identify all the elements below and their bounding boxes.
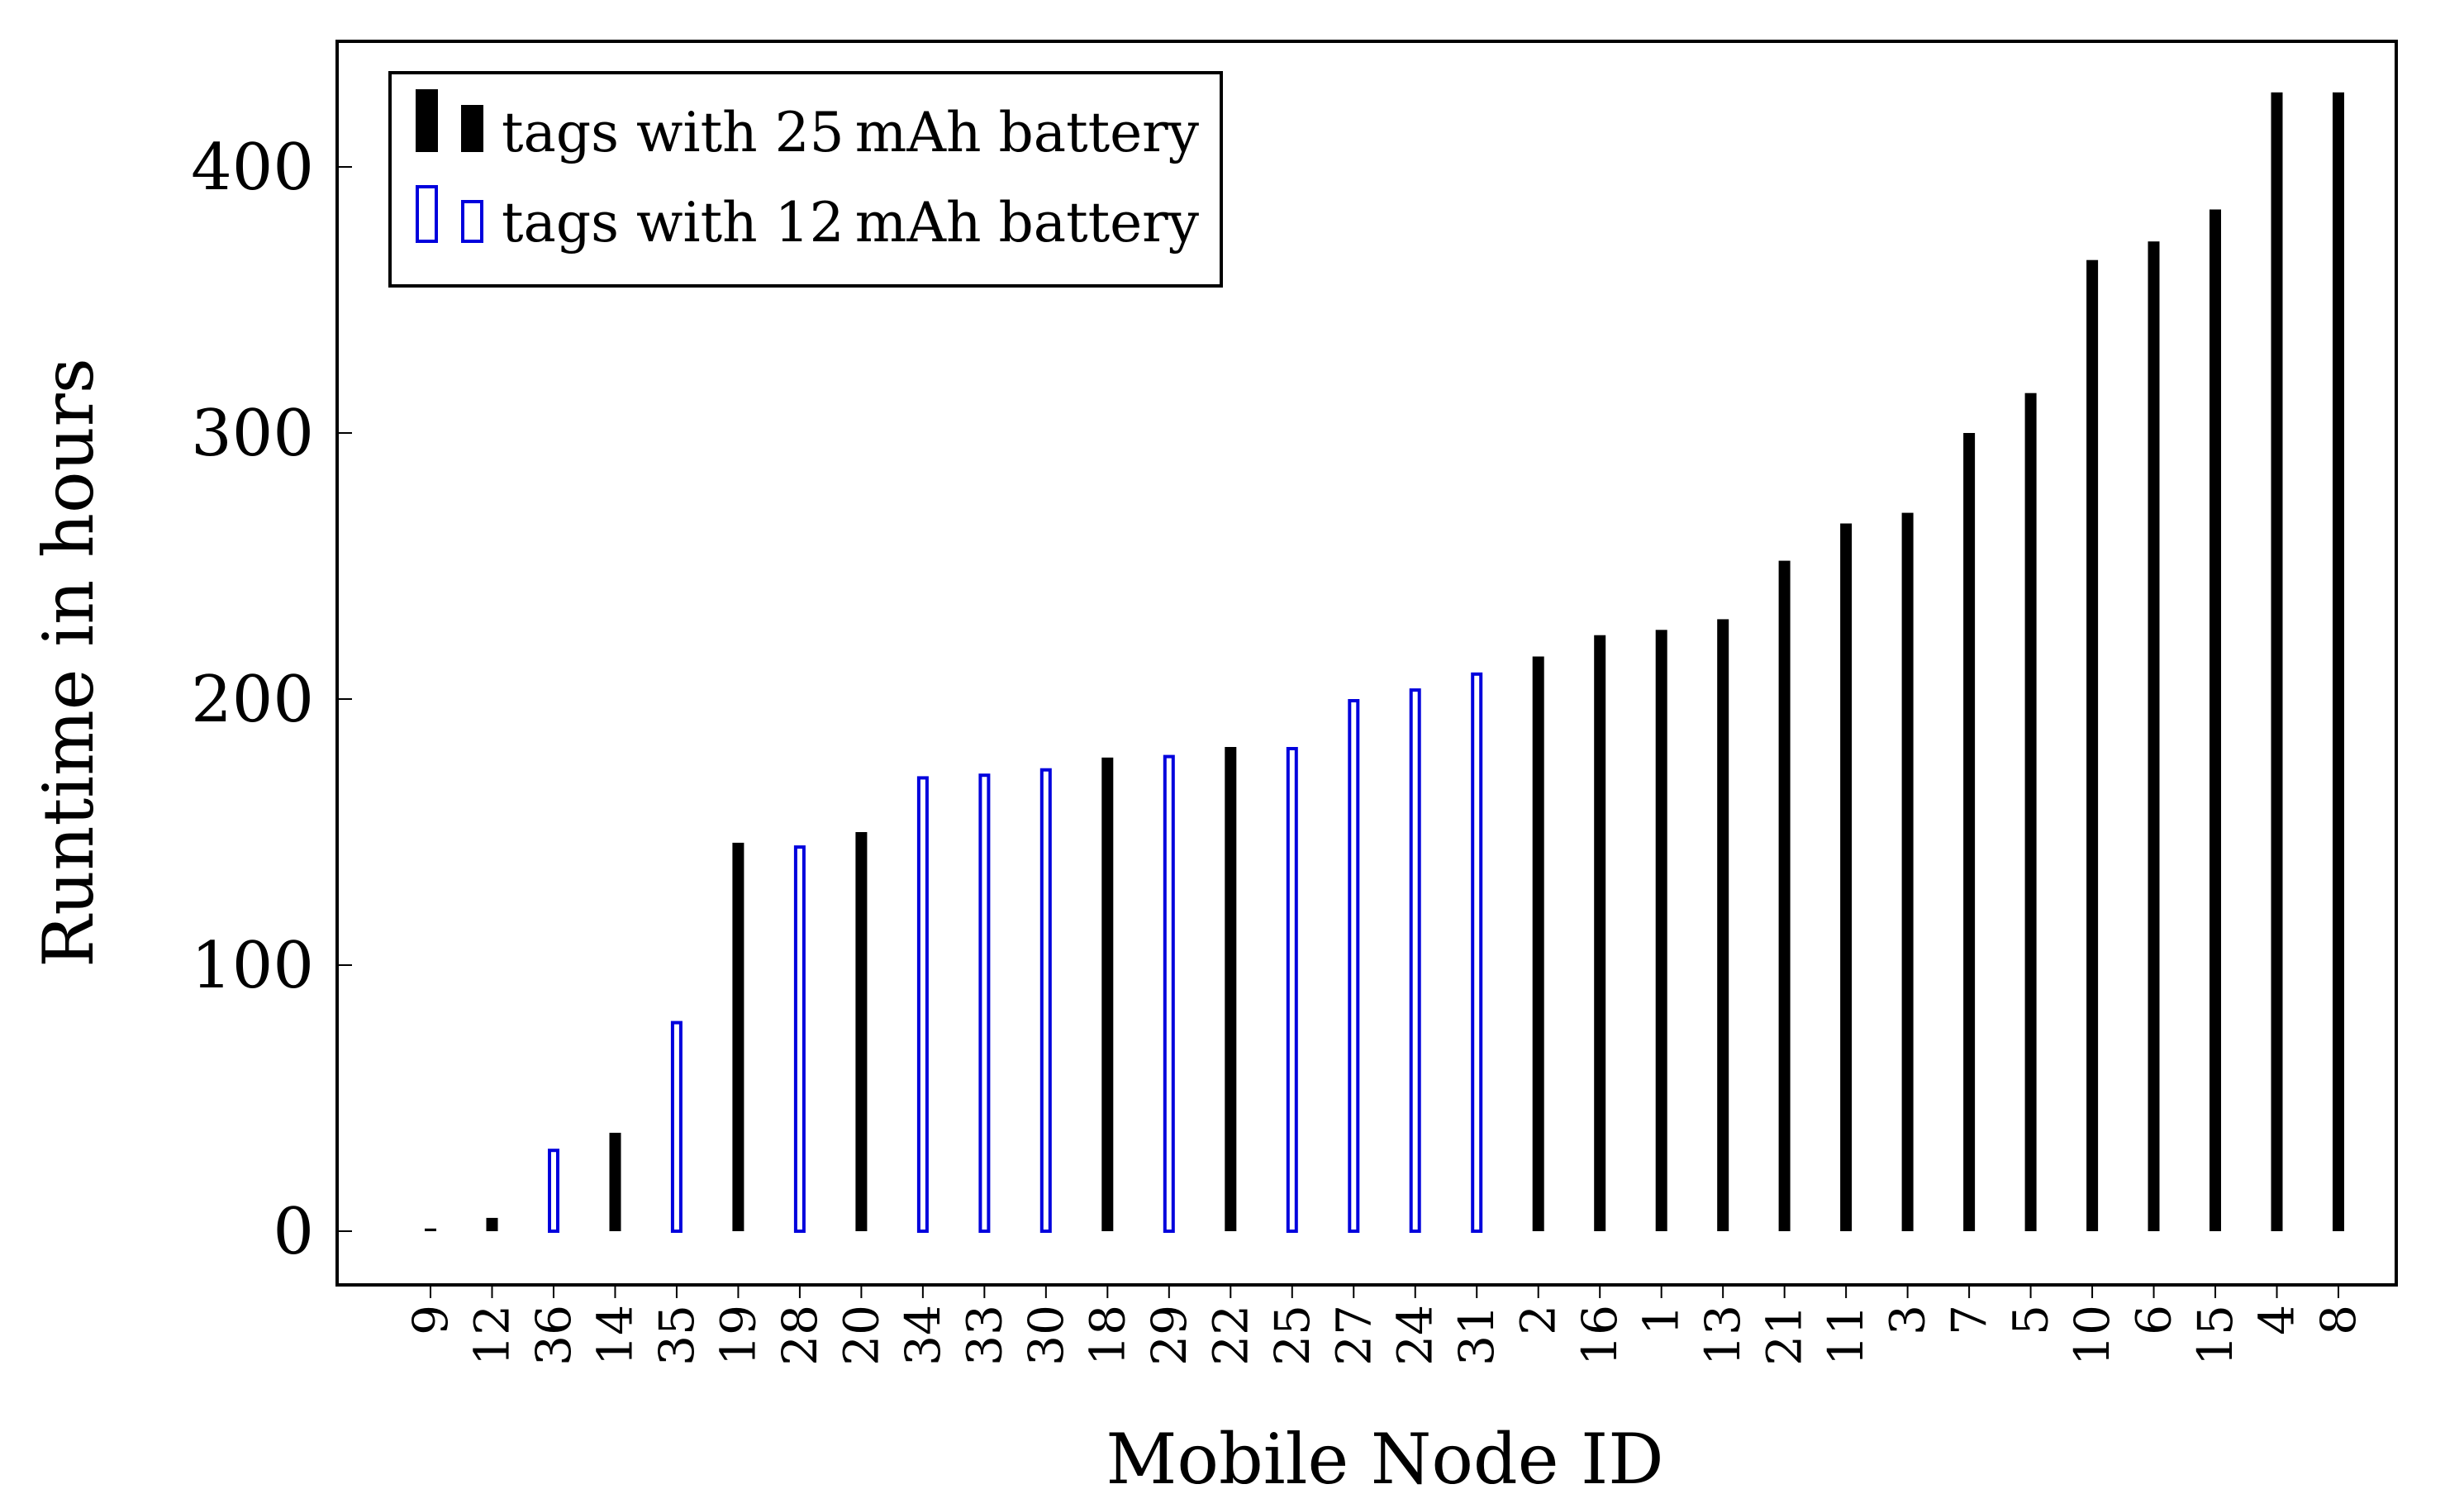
bar-node-2 [1532,656,1544,1231]
y-tick-label: 100 [191,929,314,1003]
bar-node-7 [1963,433,1976,1231]
legend-box [388,71,1223,288]
bar-node-3 [1901,512,1914,1231]
x-tick-label: 9 [402,1305,459,1335]
y-tick-label: 300 [191,397,314,471]
x-tick-label: 18 [1079,1305,1135,1366]
x-tick-label: 6 [2126,1305,2182,1335]
legend-label-12mah: tags with 12 mAh battery [502,191,1200,255]
bar-node-5 [2024,392,2037,1231]
bar-node-25 [1286,747,1298,1233]
y-tick-label: 400 [191,131,314,205]
x-tick-label: 28 [772,1305,828,1366]
x-tick-label: 1 [1634,1305,1690,1335]
bar-node-30 [1039,768,1052,1233]
bar-node-8 [2333,92,2344,1231]
y-axis-label: Runtime in hours [28,358,109,968]
x-tick-label: 2 [1510,1305,1567,1335]
x-tick-label: 25 [1264,1305,1320,1366]
bar-node-14 [609,1132,621,1231]
bar-node-33 [978,773,991,1233]
bar-node-16 [1594,635,1606,1231]
x-tick-label: 15 [2187,1305,2243,1366]
bar-node-1 [1655,630,1667,1231]
x-tick-label: 30 [1018,1305,1074,1366]
x-tick-label: 36 [526,1305,582,1366]
bars-group [425,92,2344,1233]
bar-node-13 [1717,619,1729,1231]
bar-node-4 [2271,92,2283,1231]
bar-node-20 [855,832,868,1231]
x-tick-label: 13 [1695,1305,1751,1366]
x-axis-label: Mobile Node ID [1106,1419,1663,1500]
x-tick-label: 31 [1448,1305,1505,1366]
x-tick-label: 35 [649,1305,705,1366]
legend-label-25mah: tags with 25 mAh battery [502,101,1200,164]
bar-node-12 [486,1217,498,1231]
bar-node-19 [732,842,744,1231]
x-tick-label: 19 [710,1305,766,1366]
legend-swatch-12mah-b [461,200,483,243]
bar-node-24 [1409,688,1421,1233]
x-tick-label: 21 [1757,1305,1813,1366]
legend: tags with 25 mAh battery tags with 12 mA… [388,71,1223,288]
x-tick-label: 27 [1325,1305,1382,1366]
x-tick-label: 5 [2003,1305,2059,1335]
x-tick-label: 29 [1141,1305,1197,1366]
plot-frame [335,40,2398,1287]
bar-node-15 [2210,209,2221,1231]
legend-swatch-25mah-a [416,89,438,152]
bar-node-9 [425,1228,436,1231]
x-tick-label: 12 [464,1305,520,1366]
x-tick-label: 16 [1572,1305,1628,1366]
bar-node-31 [1471,672,1483,1233]
bar-node-10 [2086,259,2099,1232]
x-tick-label: 8 [2310,1305,2366,1335]
x-tick-label: 14 [587,1305,643,1366]
x-tick-label: 22 [1202,1305,1258,1366]
bar-node-28 [793,845,806,1233]
x-tick-label: 34 [895,1305,951,1366]
bar-node-6 [2148,241,2160,1232]
bar-node-21 [1778,560,1791,1231]
x-tick-label: 3 [1880,1305,1936,1335]
bar-node-22 [1225,747,1237,1231]
y-axis-ticks: 0 100 200 300 400 [191,131,352,1269]
y-tick-label: 0 [273,1195,314,1269]
bar-node-18 [1101,757,1114,1231]
x-axis-ticks: 9 12 36 14 35 19 28 20 34 33 30 18 29 22 25 27 24 31 2 16 1 1… [402,1285,2366,1366]
y-tick-label: 200 [191,663,314,737]
bar-node-11 [1840,523,1853,1231]
x-tick-label: 10 [2064,1305,2120,1366]
x-tick-label: 20 [833,1305,889,1366]
x-tick-label: 7 [1941,1305,1997,1335]
bar-node-35 [670,1020,683,1233]
x-tick-label: 11 [1818,1305,1874,1366]
x-tick-label: 4 [2249,1305,2305,1335]
bar-node-29 [1163,754,1175,1233]
bar-node-27 [1348,699,1360,1233]
x-tick-label: 33 [956,1305,1012,1366]
legend-swatch-25mah-b [461,105,483,152]
x-tick-label: 24 [1387,1305,1444,1366]
bar-node-34 [916,776,929,1233]
legend-swatch-12mah-a [416,185,438,243]
bar-node-36 [548,1149,559,1233]
